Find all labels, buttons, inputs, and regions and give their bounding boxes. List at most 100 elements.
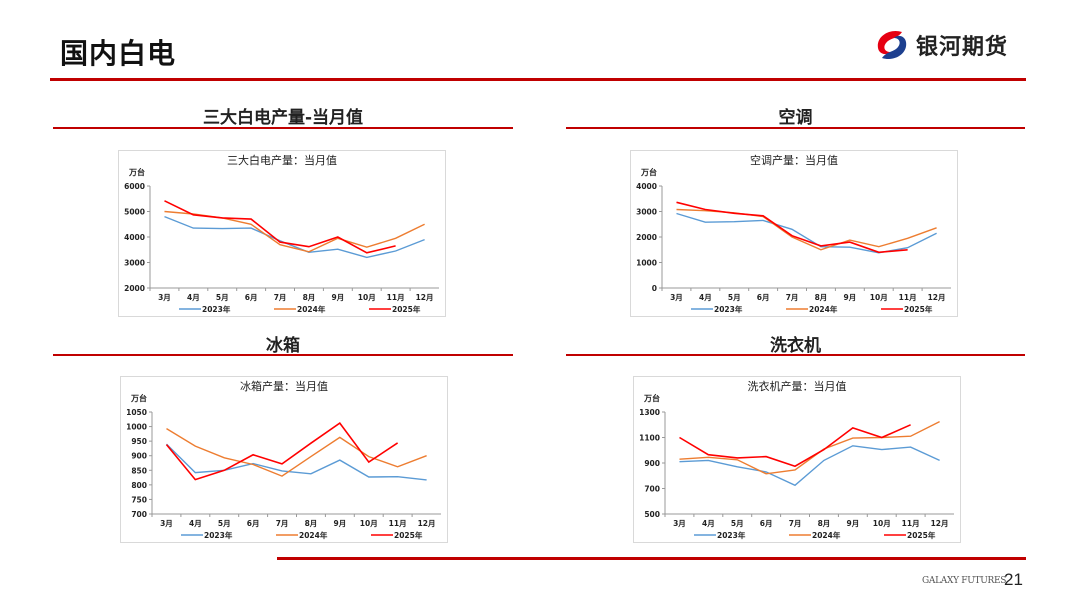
legend-label: 2023年 xyxy=(204,530,233,540)
chart-ac: 空调产量：当月值 万台 0 1000 2000 3000 4000 3月 4月 5月 6月 7月 8月 9… xyxy=(630,150,958,317)
legend-label: 2024年 xyxy=(297,304,326,314)
y-tick-label: 5000 xyxy=(124,208,145,217)
header-divider xyxy=(50,78,1026,81)
section-divider xyxy=(566,354,1025,356)
x-tick-label: 4月 xyxy=(189,519,202,528)
legend-label: 2023年 xyxy=(717,530,746,540)
y-unit-label: 万台 xyxy=(128,167,145,177)
section-title-total: 三大白电产量-当月值 xyxy=(202,108,364,128)
x-tick-label: 10月 xyxy=(358,293,376,302)
x-tick-label: 12月 xyxy=(416,293,434,302)
x-tick-label: 3月 xyxy=(670,293,683,302)
y-tick-label: 750 xyxy=(131,495,147,504)
chart-title: 洗衣机产量：当月值 xyxy=(748,379,847,393)
y-tick-label: 2000 xyxy=(636,233,657,242)
section-title-fridge: 冰箱 xyxy=(266,336,300,356)
y-tick-label: 2000 xyxy=(124,284,145,293)
x-tick-label: 10月 xyxy=(873,519,891,528)
y-tick-label: 3000 xyxy=(124,259,145,268)
x-tick-label: 6月 xyxy=(245,293,258,302)
series-line-2025年 xyxy=(679,424,911,468)
y-tick-label: 4000 xyxy=(124,233,145,242)
y-tick-label: 0 xyxy=(652,284,657,293)
x-tick-label: 9月 xyxy=(846,519,859,528)
y-unit-label: 万台 xyxy=(130,393,147,403)
galaxy-swirl-icon xyxy=(877,30,907,60)
x-tick-label: 5月 xyxy=(728,293,741,302)
y-tick-label: 500 xyxy=(644,510,660,519)
x-tick-label: 11月 xyxy=(899,293,917,302)
y-unit-label: 万台 xyxy=(640,167,657,177)
x-tick-label: 6月 xyxy=(757,293,770,302)
legend-label: 2025年 xyxy=(904,304,933,314)
y-tick-label: 1000 xyxy=(636,259,657,268)
x-tick-label: 11月 xyxy=(387,293,405,302)
x-tick-label: 4月 xyxy=(702,519,715,528)
logo-text: 银河期货 xyxy=(916,35,1009,60)
series-line-2023年 xyxy=(166,443,427,481)
x-tick-label: 7月 xyxy=(274,293,287,302)
x-tick-label: 5月 xyxy=(731,519,744,528)
x-tick-label: 3月 xyxy=(673,519,686,528)
x-tick-label: 12月 xyxy=(418,519,436,528)
x-tick-label: 10月 xyxy=(360,519,378,528)
series-line-2024年 xyxy=(676,208,937,251)
series-line-2024年 xyxy=(679,420,940,475)
y-tick-label: 800 xyxy=(131,481,147,490)
x-tick-label: 8月 xyxy=(815,293,828,302)
x-tick-label: 7月 xyxy=(276,519,289,528)
y-tick-label: 1100 xyxy=(639,434,660,443)
legend-label: 2025年 xyxy=(394,530,423,540)
chart-title: 三大白电产量：当月值 xyxy=(227,153,337,167)
footer-brand: GALAXY FUTURES xyxy=(922,576,1007,586)
x-tick-label: 5月 xyxy=(218,519,231,528)
y-tick-label: 700 xyxy=(131,510,147,519)
y-tick-label: 1050 xyxy=(126,408,147,417)
section-title-washer: 洗衣机 xyxy=(770,336,821,356)
section-title-ac: 空调 xyxy=(778,108,813,128)
footer-divider xyxy=(277,557,1026,560)
series-line-2024年 xyxy=(166,428,427,477)
chart-title: 空调产量：当月值 xyxy=(750,153,838,167)
chart-title: 冰箱产量：当月值 xyxy=(240,379,328,393)
series-line-2023年 xyxy=(679,445,940,487)
series-line-2023年 xyxy=(164,215,425,259)
y-tick-label: 4000 xyxy=(636,182,657,191)
legend-label: 2025年 xyxy=(907,530,936,540)
y-tick-label: 850 xyxy=(131,466,147,475)
x-tick-label: 9月 xyxy=(331,293,344,302)
x-tick-label: 4月 xyxy=(699,293,712,302)
y-tick-label: 950 xyxy=(131,437,147,446)
x-tick-label: 6月 xyxy=(247,519,260,528)
x-tick-label: 12月 xyxy=(928,293,946,302)
section-divider xyxy=(53,127,513,129)
x-tick-label: 5月 xyxy=(216,293,229,302)
legend-label: 2024年 xyxy=(812,530,841,540)
x-tick-label: 4月 xyxy=(187,293,200,302)
legend-label: 2024年 xyxy=(809,304,838,314)
page-title: 国内白电 xyxy=(60,37,177,70)
y-tick-label: 1300 xyxy=(639,408,660,417)
legend-label: 2023年 xyxy=(714,304,743,314)
x-tick-label: 10月 xyxy=(870,293,888,302)
chart-washer: 洗衣机产量：当月值 万台 500 700 900 1100 1300 3月 4月 5月 6月 7月 8月… xyxy=(633,376,961,543)
series-line-2024年 xyxy=(164,210,425,253)
y-tick-label: 3000 xyxy=(636,208,657,217)
x-tick-label: 8月 xyxy=(303,293,316,302)
x-tick-label: 9月 xyxy=(333,519,346,528)
y-tick-label: 700 xyxy=(644,485,660,494)
x-tick-label: 11月 xyxy=(389,519,407,528)
series-line-2023年 xyxy=(676,212,937,254)
y-tick-label: 6000 xyxy=(124,182,145,191)
x-tick-label: 12月 xyxy=(931,519,949,528)
legend-label: 2025年 xyxy=(392,304,421,314)
x-tick-label: 8月 xyxy=(305,519,318,528)
x-tick-label: 8月 xyxy=(818,519,831,528)
galaxy-futures-logo: 银河期货 xyxy=(872,28,1008,62)
x-tick-label: 6月 xyxy=(760,519,773,528)
